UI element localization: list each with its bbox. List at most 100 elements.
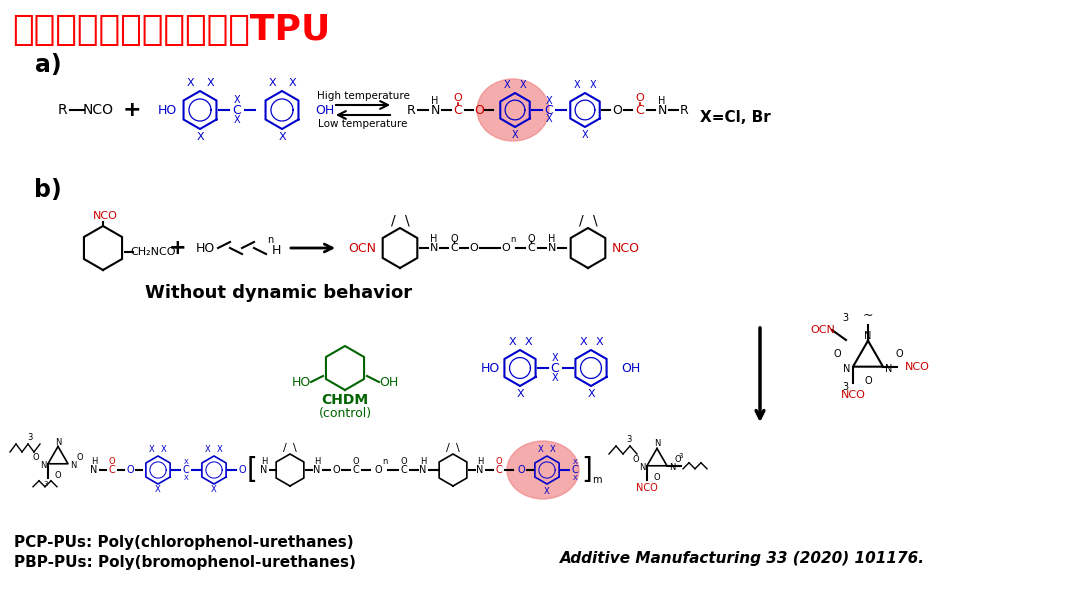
Text: H: H <box>431 96 438 106</box>
Text: X: X <box>544 487 550 497</box>
Text: 3: 3 <box>678 453 684 459</box>
Text: X: X <box>588 389 595 399</box>
Text: HO: HO <box>158 104 177 117</box>
Text: O: O <box>77 453 83 462</box>
Text: C: C <box>401 465 407 475</box>
Text: X: X <box>268 78 275 88</box>
Text: X: X <box>233 115 241 125</box>
Text: C: C <box>353 465 360 475</box>
Text: n: n <box>511 236 515 244</box>
Text: X: X <box>579 337 586 347</box>
Text: X=Cl, Br: X=Cl, Br <box>700 111 771 126</box>
Text: N: N <box>669 464 675 472</box>
Text: n: n <box>382 458 388 466</box>
Text: O: O <box>527 234 535 244</box>
Text: O: O <box>333 465 340 475</box>
Text: X: X <box>582 130 589 140</box>
Text: X: X <box>206 78 214 88</box>
Text: X: X <box>516 389 524 399</box>
Ellipse shape <box>507 441 579 499</box>
Text: ~: ~ <box>863 309 874 322</box>
Text: [: [ <box>246 456 257 484</box>
Text: 3: 3 <box>44 481 49 487</box>
Text: O: O <box>55 471 62 480</box>
Text: \: \ <box>405 213 409 227</box>
Text: N: N <box>843 363 851 374</box>
Text: N: N <box>430 104 440 117</box>
Text: 3: 3 <box>842 313 848 323</box>
Text: X: X <box>512 130 518 140</box>
Text: O: O <box>239 465 246 475</box>
Text: X: X <box>595 337 603 347</box>
Text: O: O <box>126 465 134 475</box>
Text: X: X <box>233 95 241 105</box>
Text: C: C <box>544 104 553 117</box>
Text: \: \ <box>456 443 460 453</box>
Text: O: O <box>32 453 39 462</box>
Text: X: X <box>552 373 558 383</box>
Text: O: O <box>109 458 116 466</box>
Text: H: H <box>91 458 97 466</box>
Text: NCO: NCO <box>612 242 640 255</box>
Text: X: X <box>573 80 580 90</box>
Text: H: H <box>260 458 267 466</box>
Text: \: \ <box>593 213 597 227</box>
Text: N: N <box>313 465 321 475</box>
Text: X: X <box>509 337 516 347</box>
Text: C: C <box>109 465 116 475</box>
Text: N: N <box>886 363 893 374</box>
Text: N: N <box>430 243 438 253</box>
Text: HO: HO <box>195 242 215 255</box>
Text: H: H <box>659 96 665 106</box>
Text: H: H <box>430 234 437 244</box>
Text: C: C <box>450 243 458 253</box>
Text: O: O <box>517 465 525 475</box>
Text: HO: HO <box>481 362 500 375</box>
Text: \: \ <box>293 443 297 453</box>
Text: CH₂NCO: CH₂NCO <box>131 247 176 257</box>
Text: (control): (control) <box>319 407 372 420</box>
Text: N: N <box>638 464 645 472</box>
Text: OH: OH <box>315 104 334 117</box>
Text: O: O <box>470 243 478 253</box>
Text: High temperature: High temperature <box>316 91 409 101</box>
Text: +: + <box>170 238 187 258</box>
Text: O: O <box>833 349 841 359</box>
Text: X: X <box>590 80 596 90</box>
Text: N: N <box>548 243 556 253</box>
Text: O: O <box>864 376 872 385</box>
Text: O: O <box>501 243 511 253</box>
Text: H: H <box>476 458 483 466</box>
Text: m: m <box>592 475 602 485</box>
Text: O: O <box>353 458 360 466</box>
Text: X: X <box>211 485 217 494</box>
Text: +: + <box>123 100 141 120</box>
Text: N: N <box>91 465 97 475</box>
Text: PCP-PUs: Poly(chlorophenol-urethanes): PCP-PUs: Poly(chlorophenol-urethanes) <box>14 536 353 551</box>
Text: H: H <box>420 458 427 466</box>
Text: N: N <box>653 439 660 448</box>
Text: X: X <box>524 337 531 347</box>
Text: O: O <box>633 455 639 465</box>
Text: O: O <box>496 458 502 466</box>
Text: 3: 3 <box>626 436 632 445</box>
Text: a): a) <box>35 53 62 77</box>
Ellipse shape <box>477 79 549 141</box>
Text: NCO: NCO <box>840 390 865 400</box>
Text: X: X <box>197 132 204 142</box>
Text: /: / <box>391 213 395 227</box>
Text: C: C <box>496 465 502 475</box>
Text: 3: 3 <box>27 433 32 442</box>
Text: O: O <box>675 455 681 465</box>
Text: X: X <box>545 114 552 124</box>
Text: X: X <box>572 459 578 465</box>
Text: R: R <box>407 104 416 117</box>
Text: N: N <box>658 104 666 117</box>
Text: O: O <box>454 93 462 103</box>
Text: C: C <box>232 104 241 117</box>
Text: O: O <box>653 473 660 482</box>
Text: Low temperature: Low temperature <box>319 119 407 129</box>
Text: /: / <box>283 443 287 453</box>
Text: 分子设计含卤代双酚动态TPU: 分子设计含卤代双酚动态TPU <box>12 13 330 47</box>
Text: N: N <box>419 465 427 475</box>
